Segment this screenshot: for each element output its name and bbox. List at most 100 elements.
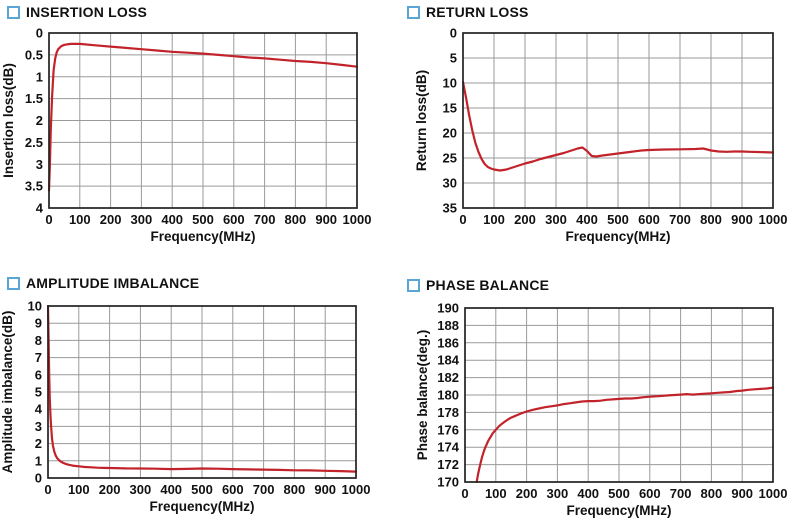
plot-frame <box>464 307 774 483</box>
x-tick-label: 1000 <box>343 212 372 227</box>
y-tick-label: 188 <box>437 318 459 333</box>
data-curve <box>475 386 774 483</box>
x-tick-label: 500 <box>608 486 630 501</box>
chart-title: PHASE BALANCE <box>426 277 550 293</box>
x-tick-label: 700 <box>253 482 275 497</box>
chart-title: INSERTION LOSS <box>26 4 148 20</box>
y-tick-label: 186 <box>437 335 459 350</box>
y-tick-label: 180 <box>437 388 459 403</box>
y-tick-label: 3 <box>35 419 42 434</box>
data-curve <box>462 80 774 172</box>
title-square-icon <box>7 5 20 19</box>
y-tick-label: 3 <box>36 157 43 172</box>
y-tick-label: 2.5 <box>25 135 43 150</box>
x-tick-label: 400 <box>576 212 598 227</box>
x-tick-label: 600 <box>223 212 245 227</box>
x-tick-label: 100 <box>483 212 505 227</box>
x-tick-label: 0 <box>461 486 468 501</box>
title-square-icon <box>407 278 420 292</box>
x-tick-label: 200 <box>99 482 121 497</box>
y-tick-label: 7 <box>35 350 42 365</box>
y-axis-label: Return loss(dB) <box>414 70 429 171</box>
x-tick-label: 700 <box>670 486 692 501</box>
y-tick-label: 0 <box>450 26 457 41</box>
x-axis-label: Frequency(MHz) <box>565 229 670 244</box>
x-tick-label: 300 <box>547 486 569 501</box>
x-tick-label: 1000 <box>342 482 371 497</box>
y-tick-label: 172 <box>437 457 459 472</box>
y-tick-label: 178 <box>437 405 459 420</box>
x-tick-label: 900 <box>731 486 753 501</box>
x-tick-label: 500 <box>607 212 629 227</box>
plot-frame <box>48 32 358 209</box>
y-tick-label: 15 <box>443 101 457 116</box>
x-tick-label: 0 <box>45 212 52 227</box>
x-tick-label: 800 <box>285 212 307 227</box>
y-tick-label: 10 <box>28 299 42 314</box>
x-tick-label: 400 <box>161 212 183 227</box>
x-tick-label: 500 <box>191 482 213 497</box>
x-tick-label: 600 <box>222 482 244 497</box>
x-tick-label: 900 <box>315 212 337 227</box>
insertion-loss-plot: 00.511.522.533.540 100 200 300 400 500 600 700 8… <box>1 26 372 245</box>
y-tick-label: 1 <box>35 453 42 468</box>
y-tick-label: 184 <box>437 353 459 368</box>
x-tick-label: 200 <box>514 212 536 227</box>
chart-title-row: AMPLITUDE IMBALANCE <box>7 275 199 291</box>
x-tick-label: 600 <box>639 486 661 501</box>
x-tick-label: 300 <box>130 482 152 497</box>
x-axis-label: Frequency(MHz) <box>150 229 255 244</box>
title-square-icon <box>407 5 420 19</box>
phase-balance-plot: 170 172 174 176 178 180 182 184 186 188 190 0 100 200… <box>415 301 788 519</box>
x-tick-label: 800 <box>701 486 723 501</box>
chart-title-row: INSERTION LOSS <box>7 4 147 20</box>
chart-title-row: PHASE BALANCE <box>407 277 549 293</box>
y-tick-label: 20 <box>443 126 457 141</box>
x-tick-label: 0 <box>459 212 466 227</box>
y-tick-label: 5 <box>35 385 42 400</box>
x-tick-label: 200 <box>516 486 538 501</box>
y-axis-label: Amplitude imbalance(dB) <box>0 311 15 474</box>
y-tick-label: 9 <box>35 316 42 331</box>
chart-title-row: RETURN LOSS <box>407 4 529 20</box>
x-tick-label: 300 <box>545 212 567 227</box>
y-tick-label: 0.5 <box>25 47 43 62</box>
y-tick-label: 190 <box>437 301 459 316</box>
y-tick-label: 1.5 <box>25 91 43 106</box>
return-loss-chart: RETURN LOSS 0 5 10 15 20 25 30 35 0 100 200 300 400 5… <box>396 0 793 260</box>
x-tick-label: 800 <box>700 212 722 227</box>
x-tick-label: 800 <box>284 482 306 497</box>
chart-title: RETURN LOSS <box>426 4 529 20</box>
x-tick-label: 0 <box>44 482 51 497</box>
x-tick-label: 100 <box>69 212 91 227</box>
x-tick-label: 300 <box>131 212 153 227</box>
x-tick-label: 400 <box>160 482 182 497</box>
x-tick-label: 900 <box>314 482 336 497</box>
x-axis-label: Frequency(MHz) <box>149 499 254 514</box>
x-tick-label: 100 <box>485 486 507 501</box>
x-tick-label: 600 <box>638 212 660 227</box>
amplitude-imbalance-chart: AMPLITUDE IMBALANCE 0 1 2 3 4 5 6 7 8 9 10 0 100 200 3… <box>0 262 397 522</box>
y-tick-label: 4 <box>36 201 44 216</box>
y-tick-label: 3.5 <box>25 179 43 194</box>
y-tick-label: 174 <box>437 440 459 455</box>
y-tick-label: 25 <box>443 151 457 166</box>
x-axis-label: Frequency(MHz) <box>566 503 671 518</box>
plot-frame <box>462 32 774 209</box>
y-tick-label: 182 <box>437 370 459 385</box>
y-tick-label: 10 <box>443 76 457 91</box>
x-tick-label: 1000 <box>759 486 788 501</box>
y-tick-label: 0 <box>36 26 43 41</box>
y-tick-label: 176 <box>437 422 459 437</box>
phase-balance-chart: PHASE BALANCE 170 172 174 176 178 180 182 184 18… <box>396 262 793 522</box>
x-tick-label: 900 <box>731 212 753 227</box>
data-curve <box>48 42 358 192</box>
insertion-loss-chart: INSERTION LOSS 0 0.5 1 1.5 2 2.5 3 3.5 4 0 100 200 3… <box>0 0 397 260</box>
y-tick-label: 30 <box>443 176 457 191</box>
x-tick-label: 1000 <box>759 212 788 227</box>
y-tick-label: 4 <box>35 402 43 417</box>
y-tick-label: 170 <box>437 475 459 490</box>
x-tick-label: 400 <box>577 486 599 501</box>
